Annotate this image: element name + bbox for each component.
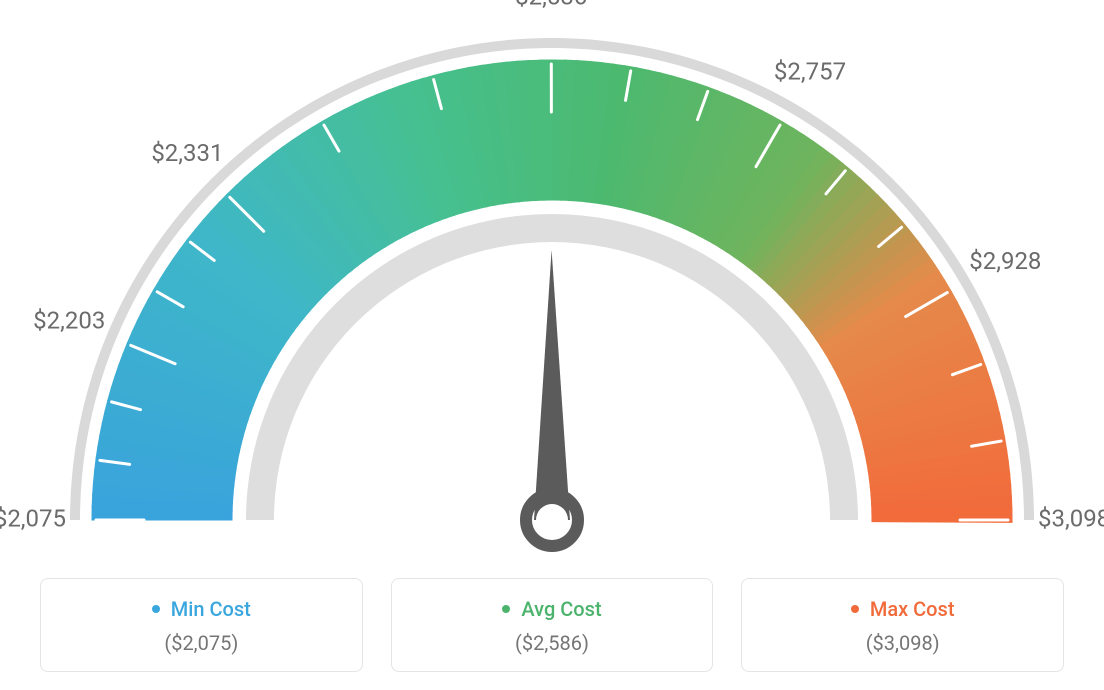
gauge-tick-label: $2,075 (0, 504, 66, 532)
gauge-needle (526, 250, 578, 546)
max-cost-label-text: Max Cost (870, 597, 955, 621)
min-cost-label-text: Min Cost (171, 597, 251, 621)
max-cost-value: ($3,098) (752, 631, 1053, 655)
gauge-tick-label: $2,586 (515, 0, 587, 10)
dot-icon (152, 605, 160, 613)
gauge-tick-label: $2,757 (774, 57, 846, 85)
avg-cost-card: Avg Cost ($2,586) (391, 578, 714, 672)
max-cost-card: Max Cost ($3,098) (741, 578, 1064, 672)
gauge-tick-label: $2,331 (151, 139, 223, 167)
max-cost-label: Max Cost (752, 597, 1053, 621)
gauge-tick-label: $2,928 (969, 247, 1041, 275)
min-cost-card: Min Cost ($2,075) (40, 578, 363, 672)
min-cost-value: ($2,075) (51, 631, 352, 655)
avg-cost-label: Avg Cost (402, 597, 703, 621)
avg-cost-value: ($2,586) (402, 631, 703, 655)
dot-icon (851, 605, 859, 613)
gauge-area: $2,075 $2,203 $2,331 $2,586 $2,757 $2,928 $3,0… (0, 0, 1104, 575)
dot-icon (502, 605, 510, 613)
summary-cards: Min Cost ($2,075) Avg Cost ($2,586) Max … (40, 578, 1064, 672)
gauge-tick-label: $3,098 (1038, 504, 1104, 532)
gauge-chart-root: { "gauge": { "type": "gauge", "min_value… (0, 0, 1104, 690)
gauge-svg: $2,075 $2,203 $2,331 $2,586 $2,757 $2,928 $3,0… (0, 0, 1104, 575)
gauge-tick-label: $2,203 (33, 307, 105, 335)
avg-cost-label-text: Avg Cost (521, 597, 601, 621)
min-cost-label: Min Cost (51, 597, 352, 621)
